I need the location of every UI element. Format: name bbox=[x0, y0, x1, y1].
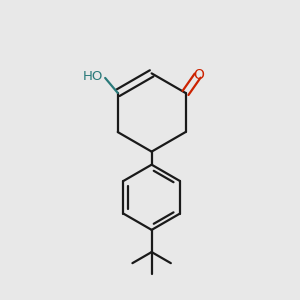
Text: O: O bbox=[194, 68, 204, 82]
Text: HO: HO bbox=[83, 70, 104, 83]
